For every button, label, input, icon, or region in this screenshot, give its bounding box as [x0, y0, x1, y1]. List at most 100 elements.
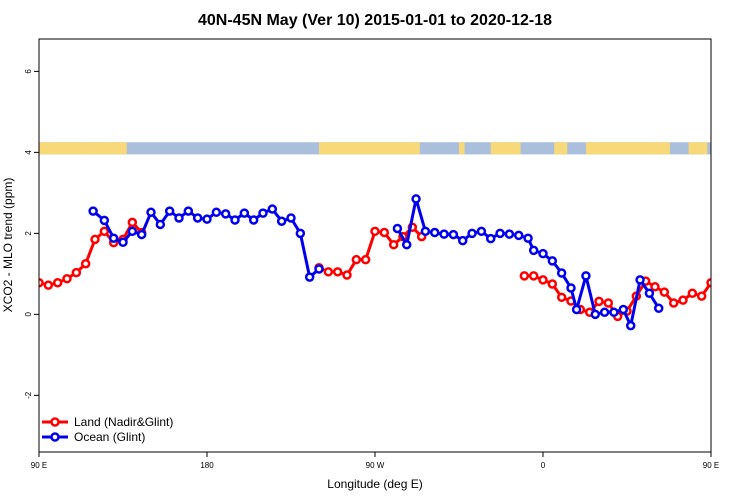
data-point	[556, 292, 567, 303]
series-land	[39, 217, 711, 322]
data-point	[295, 228, 306, 239]
data-point	[523, 233, 533, 243]
data-point	[88, 206, 98, 216]
legend-label: Land (Nadir&Glint)	[74, 415, 173, 429]
data-point	[581, 271, 591, 281]
legend-label: Ocean (Glint)	[74, 430, 145, 444]
y-tick-label: 4	[24, 150, 33, 155]
data-point	[211, 207, 222, 218]
data-point	[599, 307, 610, 318]
data-point	[71, 267, 82, 278]
data-point	[566, 283, 576, 293]
land-mask-bar	[39, 142, 711, 155]
data-point	[528, 245, 539, 256]
data-point	[155, 219, 166, 230]
data-point	[239, 208, 250, 218]
legend-swatch-marker	[50, 417, 60, 427]
data-point	[62, 273, 72, 284]
data-point	[276, 216, 287, 226]
data-point	[379, 227, 390, 238]
y-axis-label: XCO2 - MLO trend (ppm)	[1, 178, 15, 313]
data-point	[183, 206, 194, 216]
data-point	[618, 304, 629, 315]
data-point	[267, 204, 278, 214]
data-point	[332, 267, 343, 277]
chart-title: 40N-45N May (Ver 10) 2015-01-01 to 2020-…	[198, 12, 552, 29]
x-tick-label: 90 W	[366, 461, 385, 470]
legend-swatch-marker	[50, 432, 60, 442]
data-point	[644, 288, 655, 299]
data-point	[571, 304, 582, 315]
data-point	[411, 194, 421, 204]
data-point	[304, 272, 315, 282]
data-point	[603, 298, 614, 308]
series-ocean	[88, 194, 664, 331]
data-point	[429, 227, 440, 238]
data-point	[99, 215, 110, 226]
data-point	[192, 213, 203, 223]
data-point	[351, 254, 362, 265]
data-point	[513, 230, 524, 241]
data-point	[476, 226, 487, 237]
data-point	[127, 226, 138, 237]
x-tick-label: 180	[200, 461, 214, 470]
y-axis: -2 0 2 4 6	[24, 69, 39, 399]
data-point	[659, 287, 670, 297]
data-point	[401, 239, 412, 250]
land-band	[585, 142, 670, 155]
land-band	[81, 142, 86, 155]
data-point	[467, 228, 477, 239]
data-point	[668, 298, 679, 308]
data-point	[556, 268, 567, 278]
land-band	[554, 142, 568, 155]
series-layer	[39, 194, 711, 331]
data-point	[248, 215, 259, 225]
data-point	[360, 254, 371, 265]
data-point	[43, 280, 54, 290]
series-line	[39, 220, 143, 287]
data-point	[202, 214, 212, 224]
data-point	[99, 226, 110, 237]
data-point	[528, 271, 539, 281]
data-point	[547, 256, 558, 266]
data-point	[448, 229, 459, 240]
data-point	[485, 233, 496, 244]
data-point	[286, 213, 296, 223]
land-band	[459, 142, 465, 155]
land-band	[490, 142, 521, 155]
data-point	[678, 295, 688, 305]
legend: Land (Nadir&Glint)Ocean (Glint)	[42, 415, 173, 444]
x-axis-label: Longitude (deg E)	[327, 477, 422, 491]
data-point	[146, 207, 156, 218]
plot-frame	[38, 38, 712, 453]
data-point	[635, 275, 645, 285]
data-point	[52, 278, 63, 288]
x-tick-label: 0	[541, 461, 546, 470]
data-point	[39, 278, 44, 288]
data-point	[696, 291, 707, 301]
data-point	[118, 237, 128, 248]
data-point	[538, 275, 548, 285]
data-point	[323, 267, 334, 277]
data-point	[174, 213, 184, 223]
data-point	[439, 229, 449, 239]
data-point	[653, 303, 664, 314]
land-band	[319, 142, 420, 155]
data-point	[504, 229, 515, 239]
data-point	[127, 217, 138, 228]
data-point	[220, 209, 231, 219]
data-point	[687, 288, 698, 299]
x-tick-label: 90 E	[703, 461, 719, 470]
data-point	[609, 307, 619, 318]
data-point	[230, 215, 240, 225]
data-point	[547, 279, 558, 289]
data-point	[392, 223, 403, 234]
data-point	[457, 235, 468, 246]
land-band	[688, 142, 708, 155]
data-point	[650, 282, 660, 292]
y-tick-label: 0	[24, 312, 33, 317]
data-point	[370, 226, 380, 237]
y-tick-label: 2	[24, 231, 33, 236]
data-point	[706, 278, 711, 288]
